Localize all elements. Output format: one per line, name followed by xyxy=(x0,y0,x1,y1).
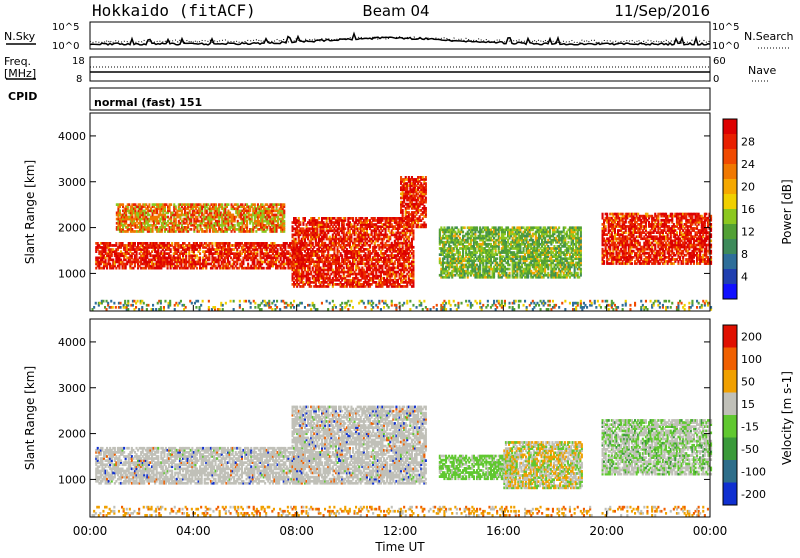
nsky-tick-low: 10^0 xyxy=(52,41,79,52)
power-cell xyxy=(190,228,192,231)
power-cell xyxy=(402,209,404,212)
power-cell xyxy=(199,252,201,255)
power-cell xyxy=(199,257,201,260)
power-cell xyxy=(464,226,466,229)
power-cell xyxy=(122,203,124,206)
nave-tick-high: 60 xyxy=(713,56,726,67)
power-cell xyxy=(277,248,279,251)
power-cell xyxy=(425,197,427,200)
power-heatmap xyxy=(92,176,713,311)
power-cell xyxy=(227,203,229,206)
power-cell xyxy=(175,205,177,208)
power-cell xyxy=(412,250,414,253)
nsky-tick-high: 10^5 xyxy=(52,22,79,33)
power-cell xyxy=(170,248,172,251)
power-cell xyxy=(115,242,117,245)
power-cell xyxy=(412,246,414,249)
nsearch-label: N.Search xyxy=(744,30,794,43)
power-cell xyxy=(134,242,136,245)
power-cell xyxy=(344,217,346,220)
power-cell xyxy=(304,217,306,220)
power-cell xyxy=(352,217,354,220)
power-cell xyxy=(284,267,286,270)
cpid-value: normal (fast) 151 xyxy=(94,96,202,109)
nsky-panel xyxy=(90,22,710,49)
power-cell xyxy=(425,224,427,227)
power-cell xyxy=(318,217,320,220)
power-cell xyxy=(412,226,414,229)
power-cell xyxy=(412,229,414,232)
power-cell xyxy=(341,254,343,257)
date-title: 11/Sep/2016 xyxy=(614,2,710,20)
power-cell xyxy=(170,203,172,206)
nave-tick-low: 0 xyxy=(713,74,719,85)
power-cell xyxy=(425,182,427,185)
power-cell xyxy=(221,203,223,206)
station-title: Hokkaido (fitACF) xyxy=(92,1,256,20)
power-cell xyxy=(459,251,461,254)
power-cell xyxy=(211,242,213,245)
power-cell xyxy=(344,227,346,230)
power-cell xyxy=(234,224,236,227)
power-cell xyxy=(310,285,312,288)
power-cell xyxy=(171,242,173,245)
power-cell xyxy=(298,217,300,220)
nsky-trace xyxy=(90,34,710,45)
power-cell xyxy=(343,267,345,270)
freq-tick-low: 8 xyxy=(76,74,82,85)
power-cell xyxy=(299,221,301,224)
power-cell xyxy=(425,176,427,179)
nsky-label: N.Sky xyxy=(4,30,36,43)
power-cell xyxy=(309,277,311,280)
freq-unit: [MHz] xyxy=(4,67,36,80)
power-cell xyxy=(215,203,217,206)
power-cell xyxy=(254,203,256,206)
nsearch-tick-high: 10^5 xyxy=(712,22,739,33)
power-cell xyxy=(439,257,441,260)
power-cell xyxy=(229,261,231,264)
power-cell xyxy=(295,238,297,241)
power-cell xyxy=(312,242,314,245)
power-cell xyxy=(247,263,249,266)
power-cell xyxy=(283,210,285,213)
power-cell xyxy=(283,220,285,223)
power-cell xyxy=(196,267,198,270)
nave-label: Nave xyxy=(748,64,776,77)
power-cell xyxy=(425,207,427,210)
freq-panel xyxy=(90,57,710,81)
cpid-label: CPID xyxy=(8,90,37,103)
nsearch-tick-low: 10^0 xyxy=(712,41,739,52)
power-cell xyxy=(283,203,285,206)
beam-title: Beam 04 xyxy=(362,2,429,20)
power-cell xyxy=(462,231,464,234)
power-cell xyxy=(119,210,121,213)
freq-tick-high: 18 xyxy=(72,56,85,67)
power-cell xyxy=(405,265,407,268)
power-cell xyxy=(263,267,265,270)
power-cell xyxy=(148,203,150,206)
